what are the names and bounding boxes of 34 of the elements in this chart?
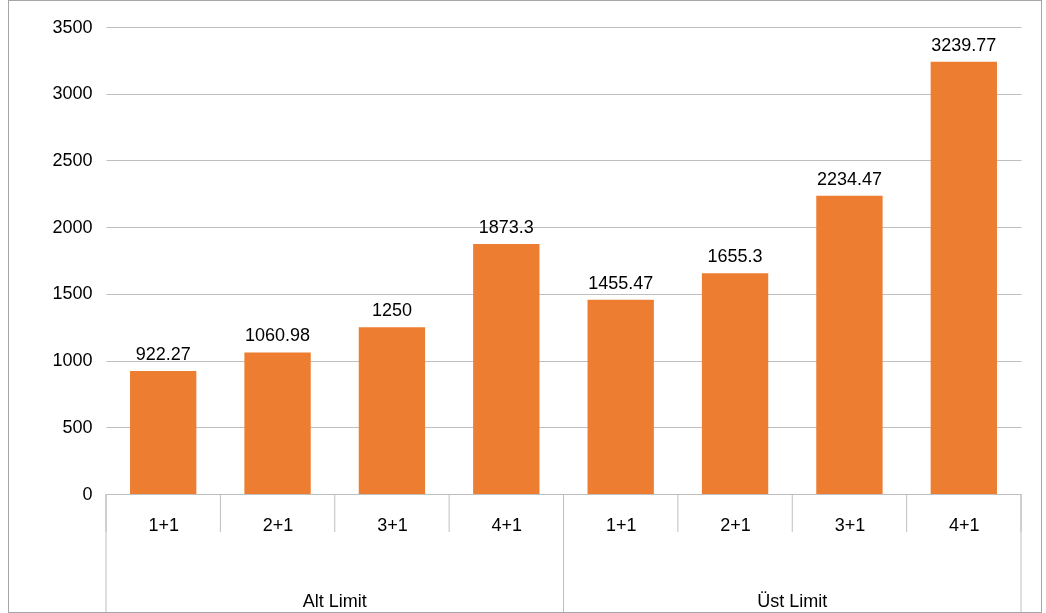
data-label: 1873.3 — [478, 217, 534, 238]
x-tick-label: 3+1 — [377, 514, 408, 535]
data-label: 922.27 — [135, 343, 191, 364]
y-tick-label: 1000 — [52, 350, 93, 371]
data-label: 2234.47 — [816, 168, 882, 189]
y-tick-label: 2500 — [52, 149, 93, 170]
data-label: 1655.3 — [707, 246, 763, 267]
bar — [930, 61, 997, 494]
data-label: 1060.98 — [245, 325, 311, 346]
x-tick-label: 1+1 — [148, 514, 179, 535]
bar — [130, 370, 197, 494]
x-tick-label: 1+1 — [605, 514, 637, 535]
data-label: 1455.47 — [588, 272, 654, 293]
y-tick-label: 3000 — [52, 83, 93, 104]
text: Üst Limit — [757, 591, 828, 611]
bar — [358, 327, 426, 494]
data-label: 3239.77 — [931, 34, 997, 55]
bar — [816, 195, 883, 494]
y-tick-label: 2000 — [52, 216, 93, 237]
bar — [701, 273, 769, 494]
y-tick-label: 3500 — [52, 16, 93, 37]
y-tick-label: 1500 — [52, 283, 93, 304]
x-tick-label: 3+1 — [834, 514, 866, 535]
y-tick-label: 500 — [62, 416, 93, 437]
data-label: 1250 — [371, 300, 412, 321]
bar — [244, 352, 311, 494]
y-tick-label: 0 — [82, 483, 93, 504]
x-tick-label: 4+1 — [491, 514, 523, 535]
x-tick-label: 2+1 — [262, 514, 294, 535]
bar — [473, 244, 540, 494]
bar — [587, 299, 654, 494]
x-tick-label: 4+1 — [949, 514, 980, 535]
x-tick-label: 2+1 — [720, 514, 751, 535]
text: Alt Limit — [302, 591, 367, 611]
